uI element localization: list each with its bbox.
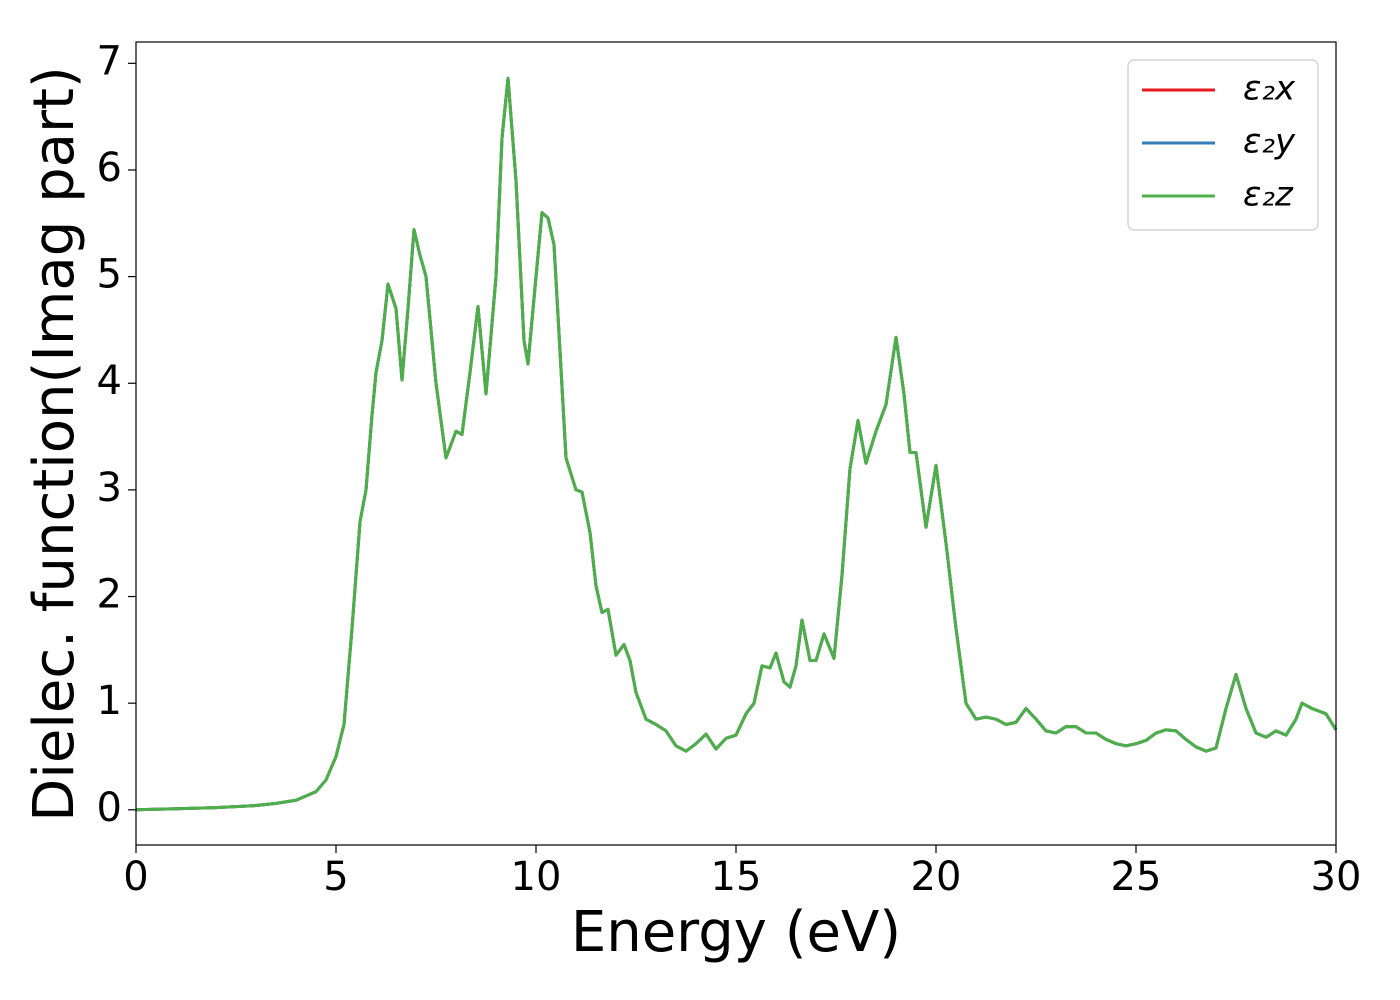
x-axis-label: Energy (eV) bbox=[571, 900, 901, 965]
data-line bbox=[135, 76, 1338, 812]
plot-frame bbox=[135, 41, 1337, 846]
legend-label: ε₂y bbox=[1243, 122, 1296, 162]
x-tick-label: 25 bbox=[1111, 854, 1162, 900]
legend-label: ε₂z bbox=[1243, 175, 1294, 215]
y-tick-label: 7 bbox=[97, 38, 122, 84]
legend-label: ε₂x bbox=[1243, 69, 1296, 109]
y-tick-label: 4 bbox=[97, 358, 122, 404]
x-tick-label: 20 bbox=[911, 854, 962, 900]
y-axis-label: Dielec. function(Imag part) bbox=[22, 66, 87, 822]
y-tick-label: 1 bbox=[97, 678, 122, 724]
y-tick-label: 2 bbox=[97, 572, 122, 618]
legend-box bbox=[1127, 59, 1319, 231]
y-tick-label: 6 bbox=[97, 145, 122, 191]
x-tick-label: 10 bbox=[511, 854, 562, 900]
x-tick-label: 15 bbox=[711, 854, 762, 900]
y-tick-label: 5 bbox=[97, 252, 122, 298]
y-tick-label: 0 bbox=[97, 785, 122, 831]
x-tick-label: 30 bbox=[1311, 854, 1362, 900]
y-tick-label: 3 bbox=[97, 465, 122, 511]
x-tick-label: 5 bbox=[323, 854, 348, 900]
x-tick-label: 0 bbox=[123, 854, 148, 900]
